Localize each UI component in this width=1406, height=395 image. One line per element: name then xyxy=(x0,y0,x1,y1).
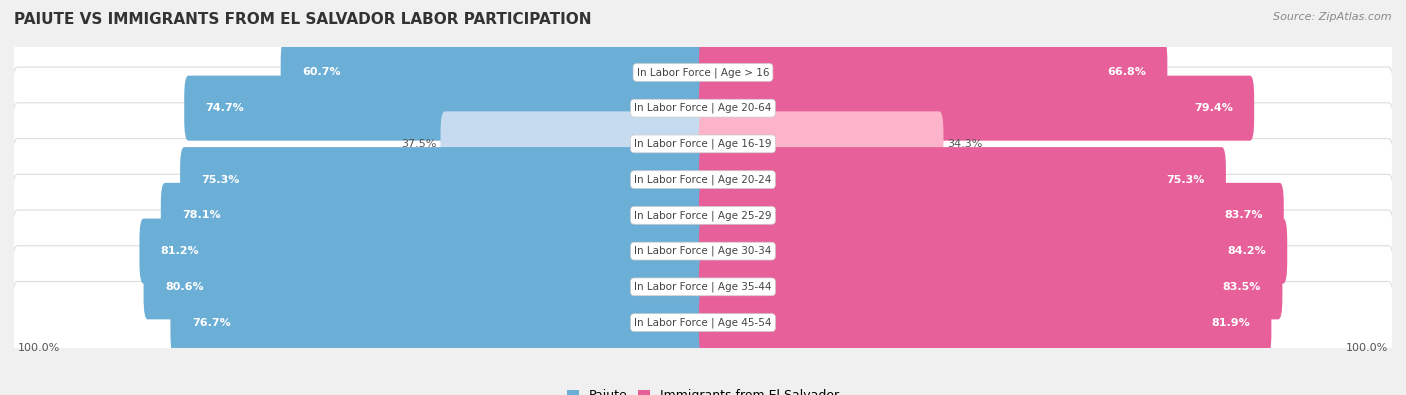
FancyBboxPatch shape xyxy=(699,111,943,177)
FancyBboxPatch shape xyxy=(139,218,707,284)
Text: 66.8%: 66.8% xyxy=(1107,68,1146,77)
FancyBboxPatch shape xyxy=(143,254,707,320)
Legend: Paiute, Immigrants from El Salvador: Paiute, Immigrants from El Salvador xyxy=(561,384,845,395)
Text: 81.9%: 81.9% xyxy=(1211,318,1250,327)
Text: Source: ZipAtlas.com: Source: ZipAtlas.com xyxy=(1274,12,1392,22)
FancyBboxPatch shape xyxy=(699,75,1254,141)
FancyBboxPatch shape xyxy=(13,139,1393,221)
Text: 84.2%: 84.2% xyxy=(1227,246,1265,256)
Text: 100.0%: 100.0% xyxy=(1347,342,1389,353)
Text: 79.4%: 79.4% xyxy=(1194,103,1233,113)
Text: 83.7%: 83.7% xyxy=(1223,211,1263,220)
FancyBboxPatch shape xyxy=(160,183,707,248)
Text: 80.6%: 80.6% xyxy=(165,282,204,292)
Text: In Labor Force | Age 16-19: In Labor Force | Age 16-19 xyxy=(634,139,772,149)
Text: In Labor Force | Age 35-44: In Labor Force | Age 35-44 xyxy=(634,282,772,292)
FancyBboxPatch shape xyxy=(699,290,1271,355)
Text: 75.3%: 75.3% xyxy=(1166,175,1205,184)
Text: 83.5%: 83.5% xyxy=(1223,282,1261,292)
FancyBboxPatch shape xyxy=(13,103,1393,185)
FancyBboxPatch shape xyxy=(699,183,1284,248)
FancyBboxPatch shape xyxy=(13,282,1393,364)
FancyBboxPatch shape xyxy=(440,111,707,177)
FancyBboxPatch shape xyxy=(170,290,707,355)
Text: 74.7%: 74.7% xyxy=(205,103,245,113)
Text: 81.2%: 81.2% xyxy=(160,246,200,256)
FancyBboxPatch shape xyxy=(184,75,707,141)
Text: In Labor Force | Age > 16: In Labor Force | Age > 16 xyxy=(637,67,769,78)
Text: In Labor Force | Age 30-34: In Labor Force | Age 30-34 xyxy=(634,246,772,256)
Text: 76.7%: 76.7% xyxy=(191,318,231,327)
Text: In Labor Force | Age 20-64: In Labor Force | Age 20-64 xyxy=(634,103,772,113)
FancyBboxPatch shape xyxy=(13,174,1393,256)
FancyBboxPatch shape xyxy=(13,31,1393,113)
FancyBboxPatch shape xyxy=(13,210,1393,292)
FancyBboxPatch shape xyxy=(699,254,1282,320)
FancyBboxPatch shape xyxy=(699,40,1167,105)
Text: 75.3%: 75.3% xyxy=(201,175,240,184)
Text: In Labor Force | Age 25-29: In Labor Force | Age 25-29 xyxy=(634,210,772,221)
Text: In Labor Force | Age 45-54: In Labor Force | Age 45-54 xyxy=(634,317,772,328)
Text: 37.5%: 37.5% xyxy=(401,139,436,149)
Text: 34.3%: 34.3% xyxy=(948,139,983,149)
FancyBboxPatch shape xyxy=(180,147,707,212)
Text: In Labor Force | Age 20-24: In Labor Force | Age 20-24 xyxy=(634,174,772,185)
FancyBboxPatch shape xyxy=(699,218,1288,284)
Text: 78.1%: 78.1% xyxy=(183,211,221,220)
Text: 60.7%: 60.7% xyxy=(302,68,340,77)
Text: PAIUTE VS IMMIGRANTS FROM EL SALVADOR LABOR PARTICIPATION: PAIUTE VS IMMIGRANTS FROM EL SALVADOR LA… xyxy=(14,12,592,27)
FancyBboxPatch shape xyxy=(699,147,1226,212)
FancyBboxPatch shape xyxy=(281,40,707,105)
FancyBboxPatch shape xyxy=(13,246,1393,328)
Text: 100.0%: 100.0% xyxy=(17,342,59,353)
FancyBboxPatch shape xyxy=(13,67,1393,149)
